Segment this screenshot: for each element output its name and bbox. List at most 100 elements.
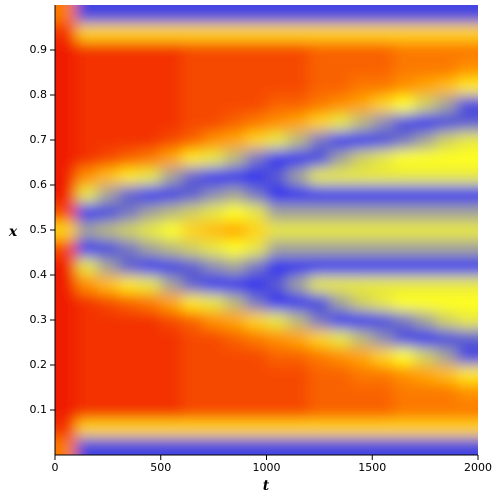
heatmap-cell [245, 221, 267, 240]
heatmap-cell [266, 239, 289, 258]
heatmap-cell [97, 257, 119, 276]
heatmap-cell [160, 419, 183, 438]
heatmap-cell [55, 311, 77, 330]
heatmap-cell [181, 365, 204, 384]
heatmap-cell [414, 311, 437, 330]
heatmap-cell [329, 347, 352, 366]
heatmap-cell [435, 23, 458, 42]
heatmap-cell [372, 221, 394, 240]
x-tick-label: 1000 [253, 461, 281, 474]
heatmap-cell [118, 257, 141, 276]
heatmap-cell [351, 239, 373, 258]
heatmap-cell [456, 275, 478, 294]
heatmap-cell [160, 221, 183, 240]
heatmap-cell [308, 365, 331, 384]
heatmap-cell [181, 401, 204, 420]
heatmap-cell [139, 77, 162, 96]
heatmap-cell [329, 293, 352, 312]
heatmap-cell [393, 239, 416, 258]
heatmap-cell [393, 419, 416, 438]
heatmap-cell [97, 365, 119, 384]
heatmap-cell [76, 221, 98, 240]
heatmap-cell [76, 131, 98, 150]
heatmap-cell [456, 383, 478, 402]
heatmap-cell [160, 293, 183, 312]
heatmap-cell [97, 203, 119, 222]
heatmap-cell [224, 347, 246, 366]
heatmap-cell [97, 149, 119, 168]
heatmap-cell [351, 77, 373, 96]
heatmap-cell [329, 167, 352, 186]
heatmap-cell [139, 221, 162, 240]
heatmap-cell [160, 383, 183, 402]
heatmap-cell [160, 257, 183, 276]
heatmap-cell [118, 131, 141, 150]
heatmap-cell [372, 59, 394, 78]
heatmap-cell [203, 383, 225, 402]
heatmap-cell [287, 149, 310, 168]
heatmap-cell [414, 131, 437, 150]
heatmap-cell [435, 347, 458, 366]
heatmap-cell [414, 221, 437, 240]
heatmap-cell [55, 419, 77, 438]
heatmap-cell [224, 95, 246, 114]
heatmap-cell [181, 131, 204, 150]
heatmap-cell [435, 41, 458, 60]
heatmap-cell [351, 131, 373, 150]
heatmap-cell [245, 95, 267, 114]
heatmap-cell [97, 419, 119, 438]
heatmap-cell [160, 149, 183, 168]
heatmap-cell [55, 203, 77, 222]
heatmap-cell [393, 5, 416, 24]
heatmap-cell [118, 77, 141, 96]
heatmap-cell [76, 401, 98, 420]
heatmap-cell [456, 293, 478, 312]
heatmap-cell [181, 329, 204, 348]
heatmap-cell [329, 239, 352, 258]
heatmap-cell [393, 77, 416, 96]
heatmap-cell [118, 5, 141, 24]
heatmap-cell [266, 203, 289, 222]
heatmap-cell [329, 437, 352, 455]
heatmap-cell [329, 275, 352, 294]
heatmap-cell [118, 239, 141, 258]
heatmap-cell [351, 419, 373, 438]
heatmap-cell [414, 401, 437, 420]
heatmap-cell [351, 401, 373, 420]
heatmap-cell [203, 203, 225, 222]
heatmap-cell [393, 293, 416, 312]
heatmap-cell [160, 239, 183, 258]
heatmap-cell [456, 401, 478, 420]
heatmap-cell [55, 275, 77, 294]
heatmap-cell [55, 113, 77, 132]
heatmap-cell [245, 167, 267, 186]
heatmap-cell [372, 329, 394, 348]
heatmap-cell [118, 347, 141, 366]
heatmap-cell [55, 131, 77, 150]
heatmap-cell [139, 293, 162, 312]
heatmap-cell [118, 23, 141, 42]
heatmap-cell [329, 419, 352, 438]
heatmap-cell [181, 419, 204, 438]
heatmap-cell [203, 167, 225, 186]
heatmap-cell [55, 437, 77, 455]
heatmap-cell [55, 5, 77, 24]
heatmap-cell [203, 23, 225, 42]
heatmap-cell [97, 311, 119, 330]
heatmap-cell [435, 311, 458, 330]
heatmap-cell [97, 293, 119, 312]
heatmap-cell [139, 149, 162, 168]
heatmap-cell [393, 401, 416, 420]
heatmap-cell [55, 293, 77, 312]
heatmap-cell [329, 77, 352, 96]
heatmap-cell [351, 257, 373, 276]
heatmap-cell [329, 149, 352, 168]
heatmap-cell [245, 311, 267, 330]
heatmap-cell [266, 221, 289, 240]
heatmap-cell [308, 77, 331, 96]
heatmap-cell [160, 131, 183, 150]
heatmap-cell [203, 131, 225, 150]
heatmap-cell [181, 347, 204, 366]
heatmap-cell [139, 257, 162, 276]
heatmap-cell [308, 275, 331, 294]
